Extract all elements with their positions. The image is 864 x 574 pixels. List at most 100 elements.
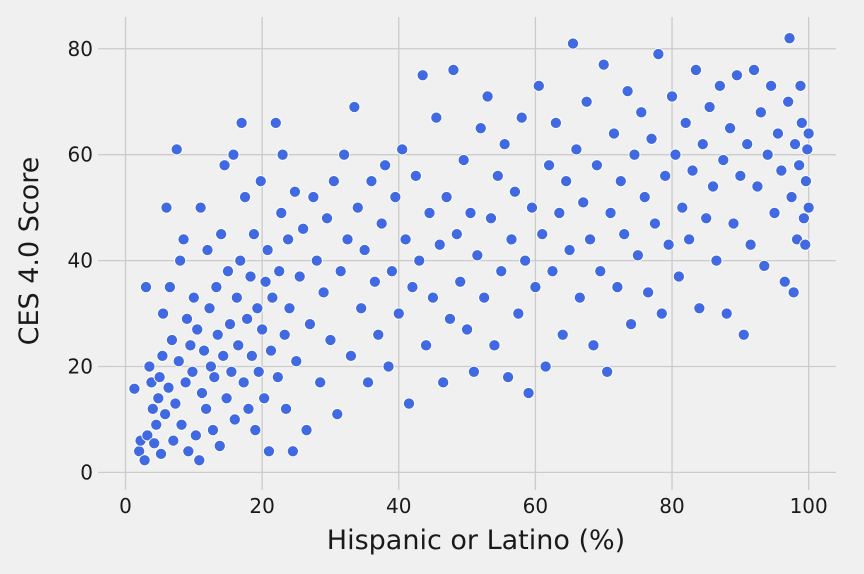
data-point — [457, 153, 470, 167]
data-point — [249, 423, 262, 437]
data-point — [201, 243, 214, 257]
data-point — [392, 307, 405, 320]
y-tick-label: 60 — [68, 143, 93, 167]
data-point — [659, 169, 672, 182]
data-point — [498, 138, 511, 151]
data-point — [700, 212, 713, 225]
data-point — [782, 95, 795, 108]
data-point — [334, 265, 347, 278]
data-point — [150, 418, 163, 431]
data-point — [351, 201, 364, 214]
data-point — [618, 228, 631, 241]
data-point — [635, 106, 648, 119]
data-point — [225, 365, 238, 378]
data-point — [141, 429, 154, 442]
data-point — [512, 307, 525, 320]
data-point — [734, 169, 747, 182]
y-axis-label: CES 4.0 Score — [14, 157, 45, 346]
data-point — [223, 318, 237, 331]
data-point — [584, 233, 597, 246]
data-point — [532, 79, 545, 92]
data-point — [420, 339, 433, 352]
data-point — [536, 228, 549, 241]
data-point — [278, 328, 291, 341]
data-point — [139, 281, 153, 294]
scatter-points — [128, 32, 815, 467]
data-point — [232, 339, 245, 352]
data-point — [461, 323, 474, 336]
data-point — [488, 339, 501, 352]
data-point — [730, 69, 743, 82]
data-point — [187, 291, 200, 304]
data-point — [261, 243, 274, 257]
data-point — [802, 201, 815, 214]
data-point — [611, 281, 624, 294]
data-point — [230, 291, 243, 304]
data-point — [252, 365, 265, 378]
data-point — [570, 143, 583, 156]
data-point — [604, 206, 617, 219]
data-point — [220, 392, 233, 405]
data-point — [170, 143, 183, 156]
data-point — [437, 376, 450, 389]
data-point — [665, 90, 679, 103]
data-point — [365, 175, 378, 188]
data-point — [478, 291, 491, 304]
data-point — [282, 233, 295, 246]
data-point — [696, 138, 709, 151]
data-point — [549, 116, 562, 129]
data-point — [247, 228, 260, 241]
data-point — [324, 333, 337, 347]
data-point — [416, 69, 429, 82]
data-point — [211, 328, 224, 341]
data-point — [744, 238, 757, 251]
data-point — [580, 95, 593, 108]
data-point — [258, 392, 271, 405]
data-point — [519, 254, 532, 267]
data-point — [426, 291, 439, 304]
data-point — [409, 169, 422, 182]
data-point — [175, 418, 188, 431]
data-point — [474, 122, 487, 135]
data-point — [751, 180, 764, 193]
data-point — [276, 148, 289, 161]
data-point — [167, 434, 180, 447]
data-point — [713, 79, 726, 92]
data-point — [288, 185, 301, 198]
data-point — [737, 328, 750, 341]
data-point — [539, 360, 552, 373]
data-point — [271, 371, 284, 384]
data-point — [787, 286, 800, 299]
data-point — [208, 371, 221, 384]
data-point — [162, 381, 175, 394]
data-point — [783, 32, 796, 45]
data-point — [228, 413, 241, 426]
data-point — [204, 360, 217, 373]
data-point — [227, 148, 240, 161]
data-point — [177, 233, 190, 246]
data-point — [154, 447, 168, 460]
data-point — [264, 344, 278, 357]
data-point — [413, 254, 426, 267]
data-point — [655, 307, 668, 320]
data-point — [198, 344, 211, 357]
data-point — [556, 328, 569, 341]
data-point — [303, 318, 317, 331]
data-point — [307, 190, 320, 204]
data-point — [186, 365, 199, 378]
data-point — [793, 159, 806, 172]
data-point — [283, 302, 296, 315]
data-point — [686, 164, 699, 177]
data-point — [191, 323, 204, 336]
data-point — [802, 127, 815, 140]
data-point — [662, 238, 675, 251]
data-point — [484, 212, 498, 225]
data-point — [788, 138, 802, 151]
data-point — [221, 265, 235, 278]
data-point — [433, 238, 446, 251]
data-point — [128, 382, 141, 395]
data-point — [273, 265, 286, 278]
data-point — [269, 116, 282, 129]
data-point — [385, 265, 398, 278]
data-point — [543, 159, 556, 172]
